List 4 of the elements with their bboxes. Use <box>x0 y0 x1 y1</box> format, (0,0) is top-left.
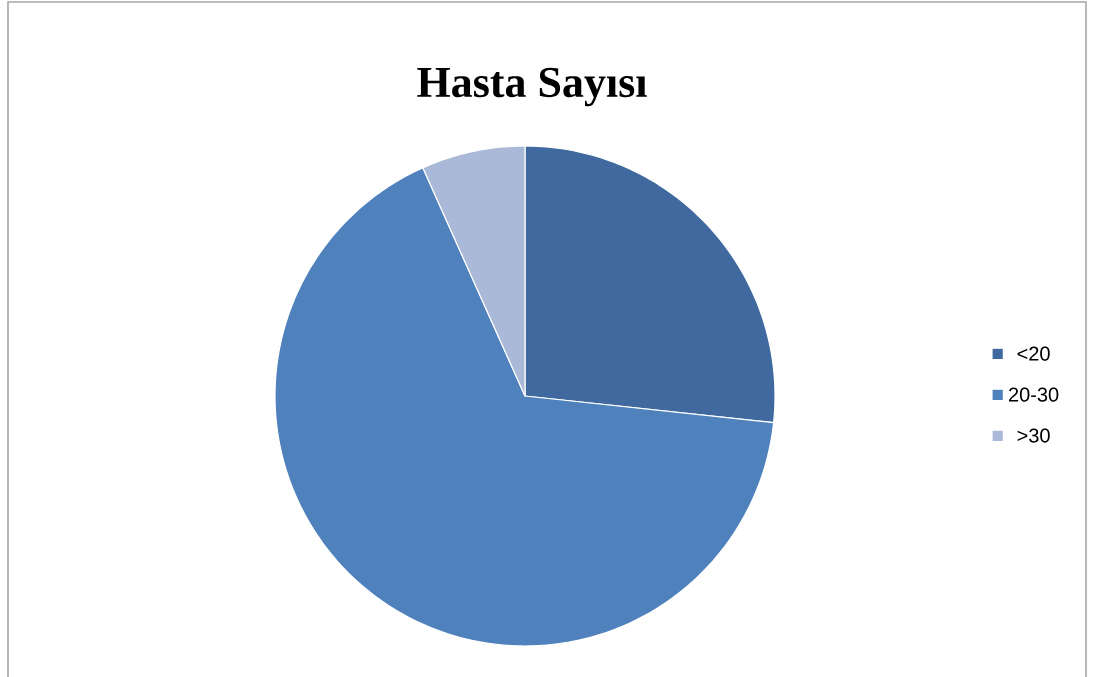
legend-label: 20-30 <box>1008 387 1059 402</box>
legend-label: >30 <box>1017 428 1050 443</box>
legend-label: <20 <box>1017 346 1050 361</box>
chart-title: Hasta Sayısı <box>417 67 647 107</box>
